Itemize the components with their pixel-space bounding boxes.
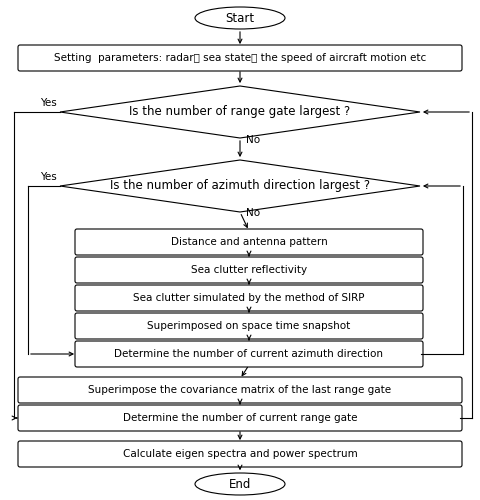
FancyBboxPatch shape — [75, 341, 422, 367]
Text: Setting  parameters: radar、 sea state、 the speed of aircraft motion etc: Setting parameters: radar、 sea state、 th… — [54, 53, 425, 63]
Text: Is the number of azimuth direction largest ?: Is the number of azimuth direction large… — [110, 180, 369, 192]
Polygon shape — [60, 86, 419, 138]
FancyBboxPatch shape — [75, 257, 422, 283]
Text: No: No — [245, 135, 260, 145]
Text: Start: Start — [225, 12, 254, 24]
Text: Distance and antenna pattern: Distance and antenna pattern — [170, 237, 327, 247]
Text: Yes: Yes — [40, 98, 57, 108]
Text: Determine the number of current range gate: Determine the number of current range ga… — [122, 413, 357, 423]
FancyBboxPatch shape — [18, 441, 461, 467]
Ellipse shape — [194, 473, 285, 495]
Polygon shape — [60, 160, 419, 212]
Text: Yes: Yes — [40, 172, 57, 182]
FancyBboxPatch shape — [18, 377, 461, 403]
FancyBboxPatch shape — [18, 45, 461, 71]
Text: Calculate eigen spectra and power spectrum: Calculate eigen spectra and power spectr… — [122, 449, 357, 459]
FancyBboxPatch shape — [18, 405, 461, 431]
Text: End: End — [228, 478, 251, 490]
FancyBboxPatch shape — [75, 313, 422, 339]
Ellipse shape — [194, 7, 285, 29]
FancyBboxPatch shape — [75, 229, 422, 255]
Text: Sea clutter simulated by the method of SIRP: Sea clutter simulated by the method of S… — [133, 293, 364, 303]
FancyBboxPatch shape — [75, 285, 422, 311]
Text: Sea clutter reflectivity: Sea clutter reflectivity — [191, 265, 306, 275]
Text: Superimpose the covariance matrix of the last range gate: Superimpose the covariance matrix of the… — [88, 385, 391, 395]
Text: Is the number of range gate largest ?: Is the number of range gate largest ? — [129, 106, 350, 118]
Text: Determine the number of current azimuth direction: Determine the number of current azimuth … — [114, 349, 383, 359]
Text: Superimposed on space time snapshot: Superimposed on space time snapshot — [147, 321, 350, 331]
Text: No: No — [245, 208, 260, 218]
